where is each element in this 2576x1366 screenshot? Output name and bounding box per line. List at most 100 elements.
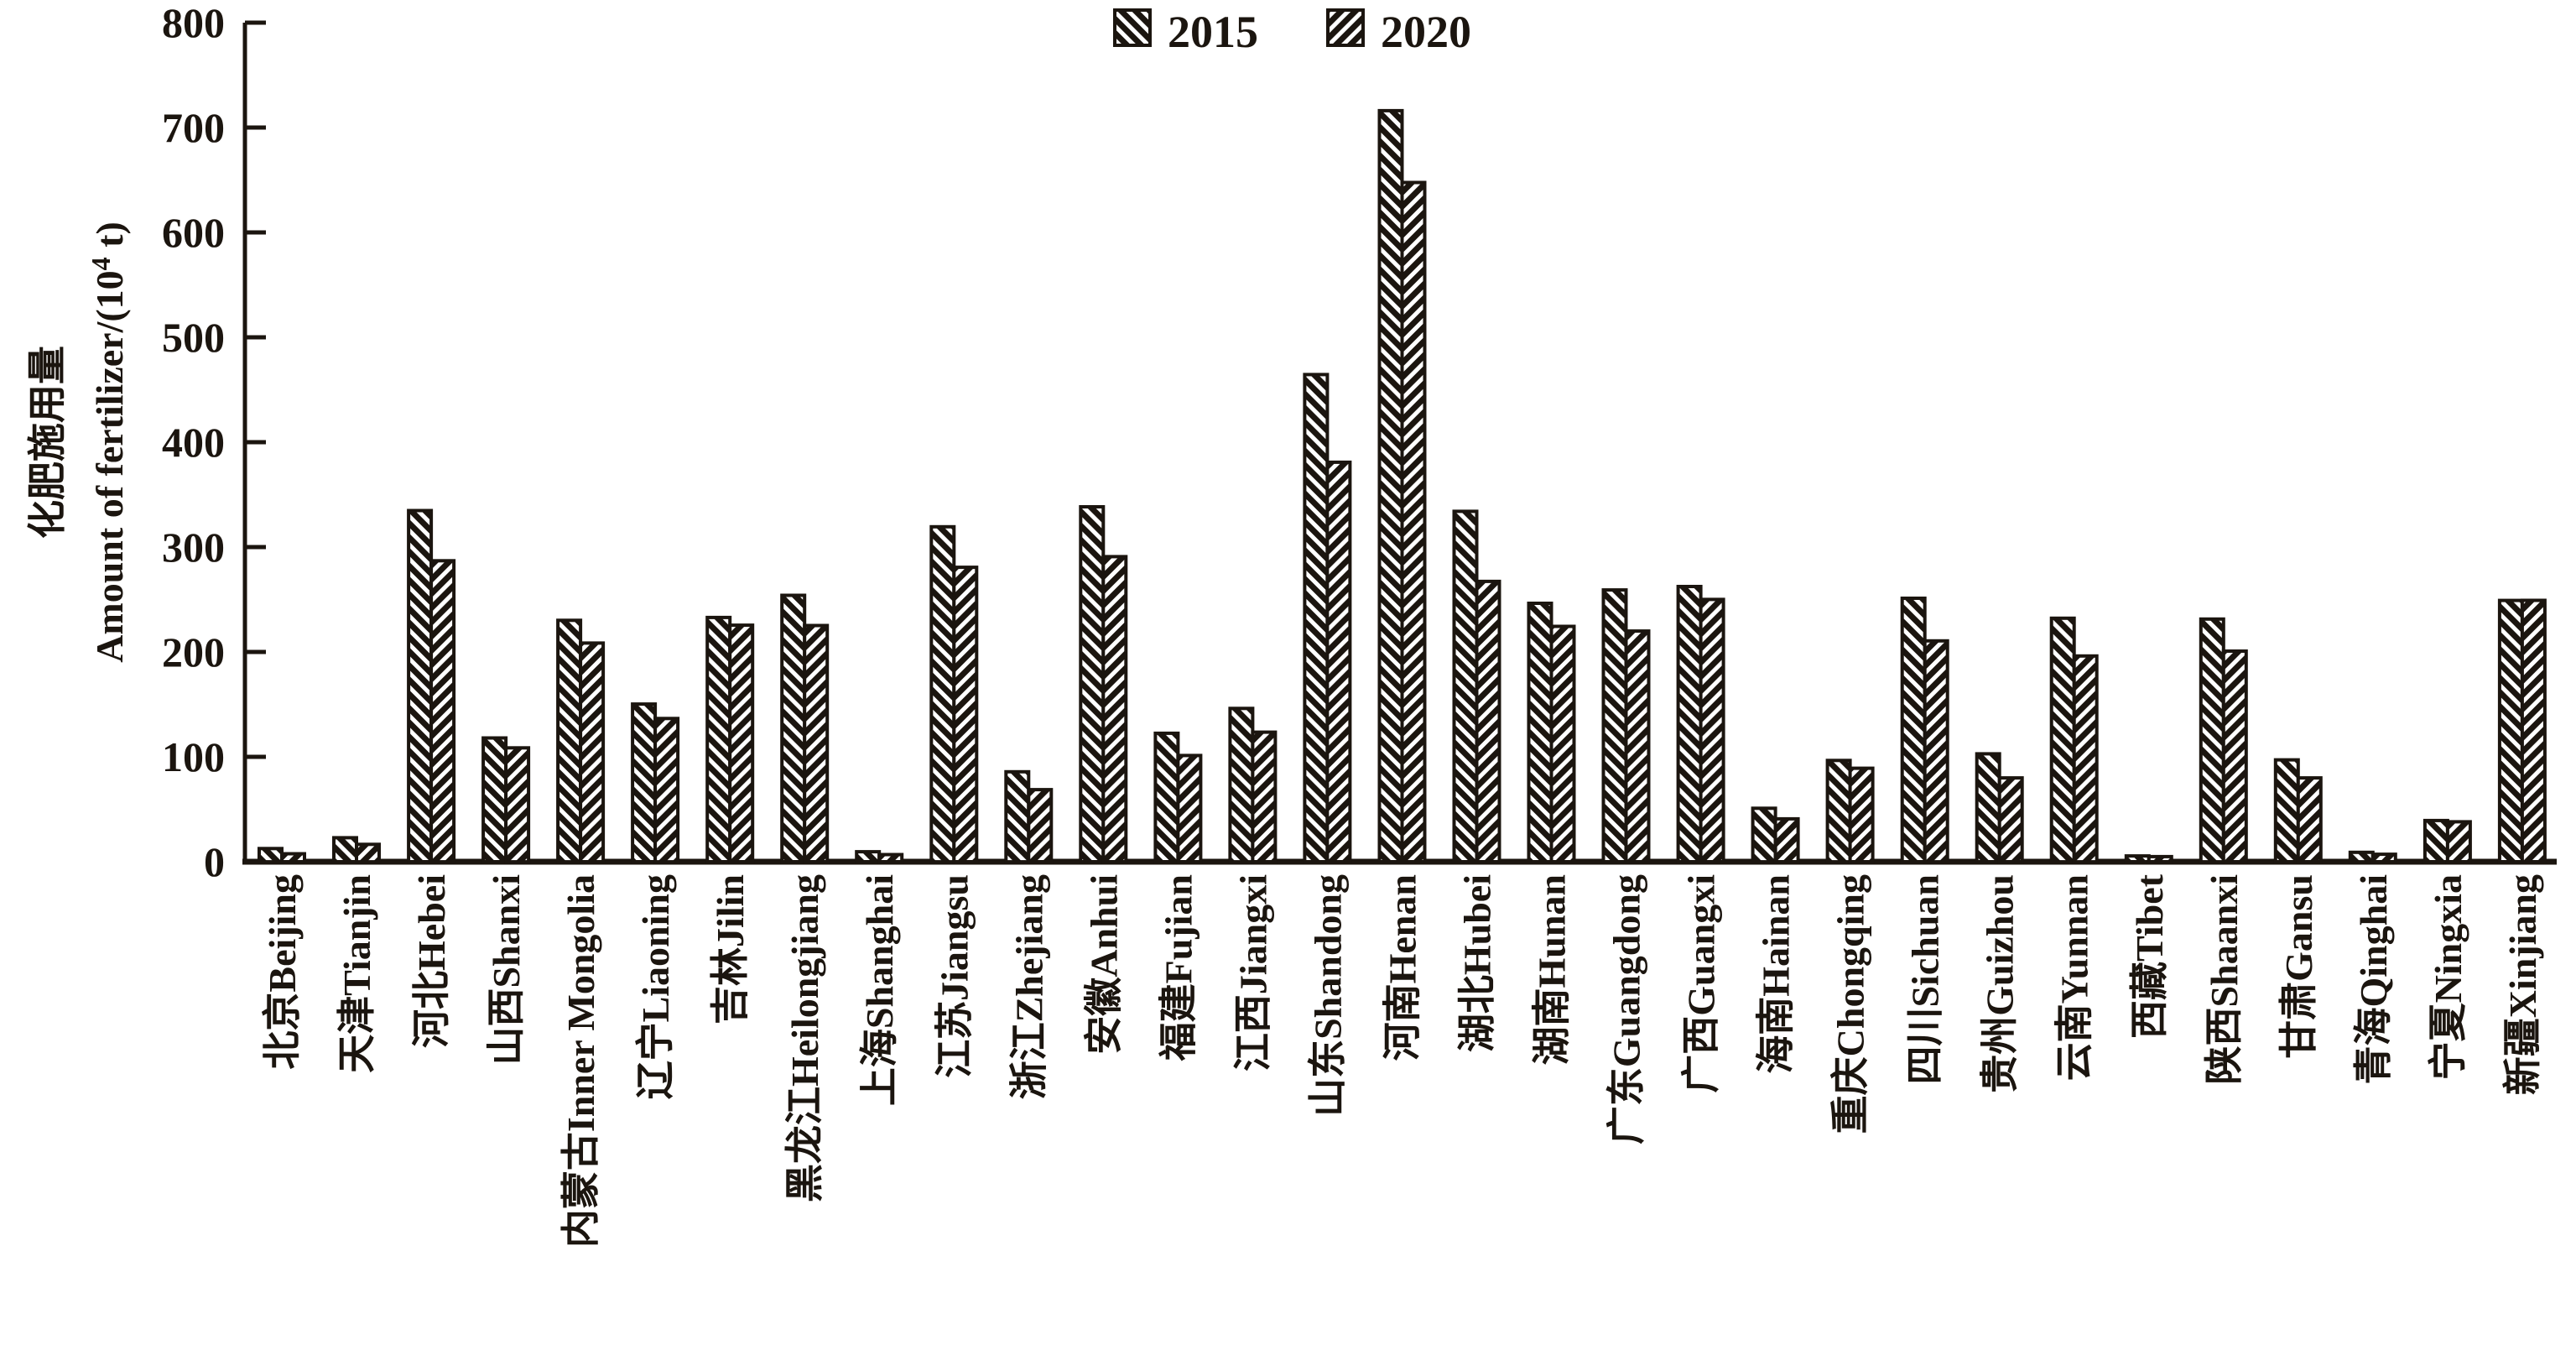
bar-2020-shanghai [877,852,904,863]
bar-2020-chongqing [1848,766,1875,863]
bar-2020-tianjin [355,842,381,864]
legend-swatch-2020 [1326,8,1365,47]
y-tick-label: 800 [162,0,225,46]
bar-2015-inner-mongolia [556,618,583,864]
bar-2015-tibet [2124,854,2151,863]
y-tick-label: 600 [162,209,225,256]
x-category-label-beijing: 北京Beijing [261,874,304,1070]
bar-2015-zhejiang [1004,769,1031,864]
bar-2020-anhui [1101,555,1128,864]
x-category-label-shandong: 山东Shandong [1306,874,1349,1117]
bar-2020-beijing [280,852,306,863]
x-category-label-hebei: 河北Hebei [410,874,453,1048]
bar-2015-hubei [1452,509,1479,864]
legend-swatch-2015 [1113,8,1152,47]
x-category-label-jilin: 吉林Jilin [709,874,752,1024]
bar-2015-shandong [1303,373,1330,863]
bar-2020-fujian [1176,753,1203,864]
x-category-label-guangdong: 广东Guangdong [1605,874,1648,1144]
x-category-label-shaanxi: 陕西Shaanxi [2203,874,2246,1085]
bar-2015-guizhou [1975,752,2001,864]
bar-2020-shanxi [504,746,531,864]
bar-2020-guangxi [1699,597,1725,864]
bar-2020-yunnan [2072,654,2099,864]
bar-2015-jiangsu [929,524,956,864]
bar-2015-chongqing [1825,759,1852,864]
bar-2015-hainan [1751,806,1777,864]
y-tick-label: 200 [162,628,225,675]
y-tick-label: 400 [162,419,225,466]
bar-2020-hubei [1475,579,1501,864]
bar-2020-shandong [1325,460,1352,864]
bar-2015-ningxia [2422,818,2449,864]
bar-2020-jiangsu [952,566,979,863]
bar-2020-zhejiang [1027,788,1054,863]
bar-2015-xinjiang [2497,598,2524,863]
x-category-label-guangxi: 广西Guangxi [1680,874,1723,1093]
bar-2020-liaoning [653,717,680,864]
bar-2020-sichuan [1923,639,1949,864]
bar-2015-beijing [258,847,284,864]
x-category-label-hubei: 湖北Hubei [1455,874,1498,1052]
legend-label-2020: 2020 [1381,7,1471,57]
bar-2020-inner-mongolia [579,641,606,864]
bar-2015-hebei [407,508,434,863]
bar-2015-henan [1377,108,1404,863]
x-category-label-liaoning: 辽宁Liaoning [634,874,677,1099]
x-category-label-xinjiang: 新疆Xinjiang [2501,874,2544,1095]
bar-2020-hebei [429,559,456,864]
x-category-label-shanxi: 山西Shanxi [485,874,528,1066]
bar-2015-jilin [705,615,732,864]
x-category-label-hunan: 湖南Hunan [1531,874,1574,1066]
x-category-label-tianjin: 天津Tianjin [336,874,378,1073]
y-tick-label: 700 [162,104,225,151]
bar-2015-fujian [1153,731,1180,864]
x-category-label-sichuan: 四川Sichuan [1904,874,1947,1085]
x-category-label-zhejiang: 浙江Zhejiang [1007,874,1050,1099]
x-category-label-jiangxi: 江西Jiangxi [1231,874,1274,1071]
bar-2020-tibet [2147,854,2173,864]
bar-2020-henan [1400,180,1427,863]
bar-2015-liaoning [631,702,658,863]
x-category-label-henan: 河南Henan [1381,874,1423,1061]
legend-label-2015: 2015 [1168,7,1258,57]
x-category-label-yunnan: 云南Yunnan [2053,874,2096,1081]
x-category-label-qinghai: 青海Qinghai [2352,874,2395,1085]
bar-2020-ningxia [2445,820,2472,864]
bar-2020-guizhou [1997,776,2024,863]
x-category-label-hainan: 海南Hainan [1755,874,1798,1074]
x-category-label-guizhou: 贵州Guizhou [1979,874,2022,1093]
bar-2020-guangdong [1624,629,1651,863]
bar-2015-guangdong [1601,588,1628,863]
bar-2015-shanxi [481,736,508,863]
bar-2015-jiangxi [1228,706,1255,864]
bar-2015-gansu [2273,758,2300,863]
x-category-label-anhui: 安徽Anhui [1082,874,1125,1055]
bar-2015-hunan [1527,602,1553,863]
bar-2015-guangxi [1676,585,1703,863]
bar-2020-hainan [1773,816,1800,864]
bar-2020-jiangxi [1251,730,1278,863]
bar-2020-hunan [1549,624,1576,863]
bar-2015-shanghai [855,850,882,863]
y-axis-title-en: Amount of fertilizer/(104 t) [86,222,131,663]
x-category-label-inner-mongolia: 内蒙古Inner Mongolia [559,874,602,1248]
bar-2020-jilin [728,623,755,863]
bar-2015-heilongjiang [780,593,807,863]
x-category-label-ningxia: 宁夏Ningxia [2427,874,2469,1080]
x-category-label-jiangsu: 江苏Jiangsu [933,874,976,1078]
bar-2015-shaanxi [2199,617,2225,864]
x-category-label-gansu: 甘肃Gansu [2277,874,2320,1059]
y-axis-title-zh: 化肥施用量 [26,346,69,539]
bar-2020-qinghai [2370,852,2397,863]
bar-2015-tianjin [332,836,358,864]
y-tick-label: 300 [162,524,225,571]
bar-2015-sichuan [1900,597,1927,863]
x-category-label-chongqing: 重庆Chongqing [1829,874,1872,1134]
bar-2020-shaanxi [2221,649,2248,863]
bar-2020-gansu [2296,776,2323,863]
x-category-label-fujian: 福建Fujian [1157,874,1200,1061]
bar-2015-yunnan [2049,616,2076,864]
